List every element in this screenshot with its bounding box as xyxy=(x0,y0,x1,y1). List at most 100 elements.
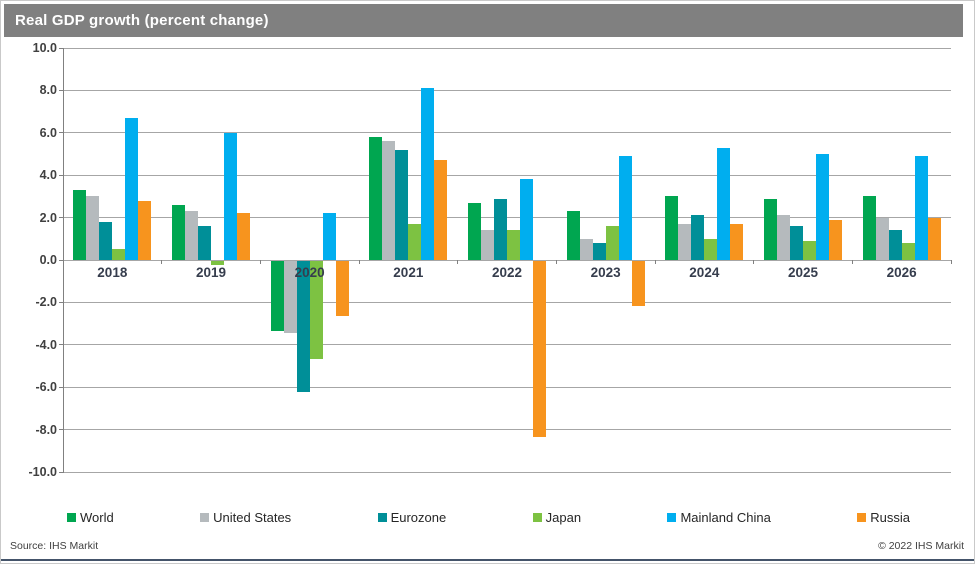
y-axis-tick xyxy=(59,132,63,134)
bar-united-states-2022 xyxy=(481,230,494,260)
bar-russia-2024 xyxy=(730,223,744,260)
legend-swatch-icon xyxy=(67,513,76,522)
chart-legend: World United States Eurozone Japan Mainland … xyxy=(67,510,910,525)
y-axis-tick xyxy=(59,344,63,346)
y-axis-tick-label: -6.0 xyxy=(35,380,57,395)
chart-title: Real GDP growth (percent change) xyxy=(15,12,269,29)
y-axis-tick-label: -2.0 xyxy=(35,295,57,310)
source-note: Source: IHS Markit xyxy=(10,540,99,552)
legend-item-mainland-china: Mainland China xyxy=(667,510,771,525)
bar-world-2024 xyxy=(665,196,679,260)
legend-swatch-icon xyxy=(667,513,677,522)
y-axis-tick xyxy=(59,174,63,176)
y-axis-tick xyxy=(59,471,63,473)
bar-mainland-china-2019 xyxy=(224,132,237,260)
bar-world-2021 xyxy=(369,137,383,260)
y-axis-tick-label: 6.0 xyxy=(39,125,57,140)
y-axis-tick xyxy=(59,386,63,388)
x-axis-tick xyxy=(753,260,755,264)
bar-mainland-china-2021 xyxy=(421,88,435,260)
bar-eurozone-2025 xyxy=(790,226,803,260)
bar-japan-2025 xyxy=(803,240,816,260)
bar-russia-2026 xyxy=(927,217,941,260)
y-axis-line xyxy=(63,48,64,473)
legend-label: Japan xyxy=(545,510,582,525)
bar-japan-2023 xyxy=(605,226,619,260)
bar-united-states-2018 xyxy=(86,196,100,260)
x-axis-tick xyxy=(62,260,64,264)
legend-swatch-icon xyxy=(857,513,867,522)
y-axis-tick xyxy=(59,429,63,431)
x-axis-tick xyxy=(555,260,557,264)
bar-eurozone-2024 xyxy=(691,215,705,260)
legend-item-japan: Japan xyxy=(532,510,582,525)
y-axis-tick-label: 4.0 xyxy=(39,168,57,183)
bar-eurozone-2020 xyxy=(296,261,310,393)
gridline xyxy=(63,386,951,388)
bar-world-2023 xyxy=(566,211,580,260)
x-axis-category-label: 2019 xyxy=(195,265,226,280)
bar-mainland-china-2023 xyxy=(618,156,632,260)
bar-world-2022 xyxy=(468,202,481,260)
bar-world-2020 xyxy=(270,261,284,331)
y-axis-tick-label: -10.0 xyxy=(28,465,58,479)
legend-label: World xyxy=(80,510,114,525)
bar-united-states-2024 xyxy=(678,223,692,260)
bar-japan-2022 xyxy=(507,230,520,260)
x-axis-category-label: 2024 xyxy=(689,265,720,280)
bar-russia-2019 xyxy=(237,213,250,260)
legend-label: Russia xyxy=(870,510,910,525)
x-axis-tick xyxy=(259,260,261,264)
x-axis-category-label: 2020 xyxy=(294,265,325,280)
bottom-divider xyxy=(1,559,974,561)
legend-item-eurozone: Eurozone xyxy=(377,510,447,525)
bar-united-states-2019 xyxy=(185,211,198,260)
legend-label: Mainland China xyxy=(680,510,771,525)
legend-swatch-icon xyxy=(200,513,210,522)
bar-japan-2018 xyxy=(112,249,126,260)
bar-japan-2019 xyxy=(211,261,224,266)
legend-label: United States xyxy=(213,510,292,525)
bar-world-2019 xyxy=(172,204,185,260)
bar-mainland-china-2025 xyxy=(816,154,829,260)
gridline xyxy=(63,174,951,176)
gridline xyxy=(63,301,951,303)
bar-world-2025 xyxy=(764,198,777,260)
bar-mainland-china-2026 xyxy=(914,156,928,260)
x-axis-category-label: 2023 xyxy=(590,265,621,280)
y-axis-tick-label: -8.0 xyxy=(35,422,57,437)
bar-mainland-china-2020 xyxy=(322,213,336,260)
bar-japan-2021 xyxy=(408,223,422,260)
y-axis-tick-label: 8.0 xyxy=(39,83,57,98)
bar-eurozone-2022 xyxy=(494,198,507,260)
copyright-note: © 2022 IHS Markit xyxy=(878,540,964,552)
legend-label: Eurozone xyxy=(390,510,447,525)
bar-mainland-china-2024 xyxy=(717,147,731,260)
y-axis-tick-label: 0.0 xyxy=(39,253,57,267)
x-axis-tick xyxy=(654,260,656,264)
bar-eurozone-2023 xyxy=(592,243,606,260)
x-axis-category-label: 2025 xyxy=(787,265,818,280)
legend-swatch-icon xyxy=(377,513,387,522)
gridline xyxy=(63,132,951,134)
bar-mainland-china-2018 xyxy=(125,117,139,260)
bar-united-states-2025 xyxy=(777,215,790,260)
x-axis-category-label: 2026 xyxy=(886,265,917,280)
legend-item-russia: Russia xyxy=(857,510,910,525)
bar-japan-2026 xyxy=(901,243,915,260)
bar-japan-2020 xyxy=(309,261,323,359)
gridline xyxy=(63,429,951,431)
gridline xyxy=(63,259,951,261)
x-axis-category-label: 2018 xyxy=(97,265,128,280)
y-axis-tick-label: 2.0 xyxy=(39,210,57,225)
bar-united-states-2026 xyxy=(875,217,889,260)
y-axis-tick-label: -4.0 xyxy=(35,337,57,352)
bar-russia-2023 xyxy=(631,261,645,306)
bar-united-states-2023 xyxy=(579,238,593,260)
bar-eurozone-2018 xyxy=(99,221,113,260)
gridline xyxy=(63,47,951,49)
gridline xyxy=(63,217,951,219)
bar-russia-2022 xyxy=(533,261,546,437)
